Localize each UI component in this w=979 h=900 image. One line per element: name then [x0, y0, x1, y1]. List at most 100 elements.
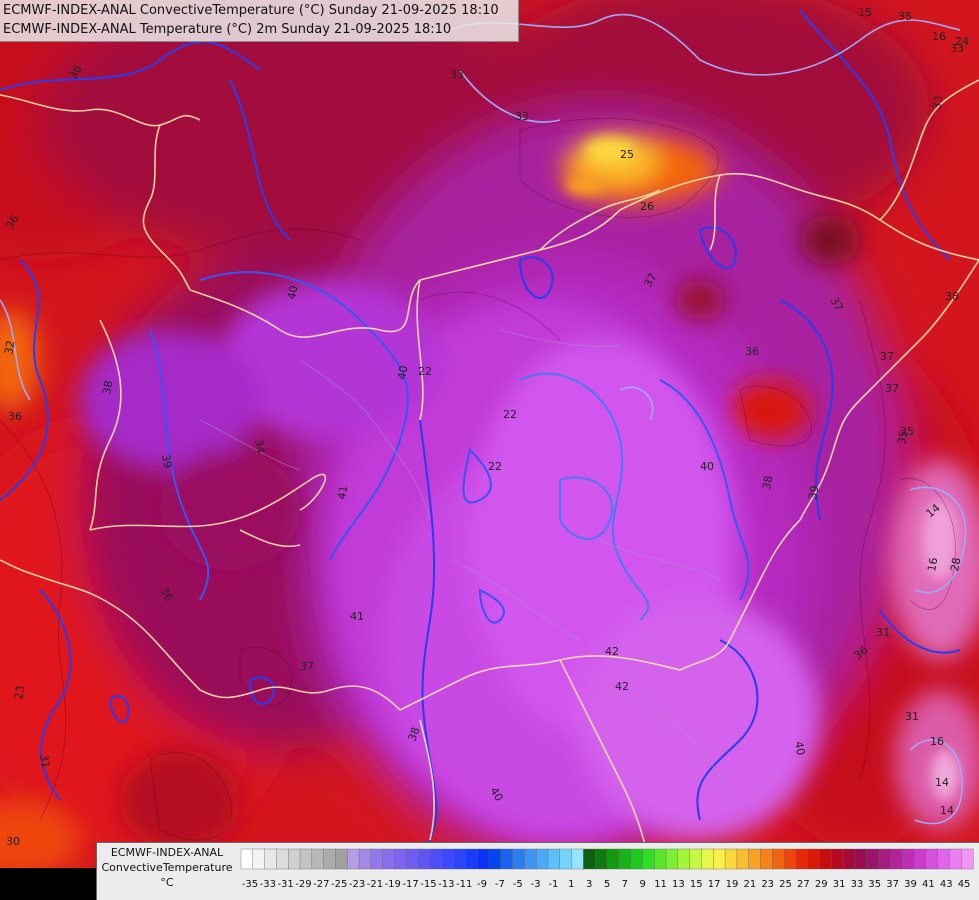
legend-swatch [901, 848, 915, 870]
contour-label: 36 [8, 410, 22, 423]
legend-swatch [594, 848, 608, 870]
contour-label: 41 [335, 484, 350, 500]
legend-tick-label: 5 [604, 879, 610, 890]
contour-label: 33 [930, 94, 945, 110]
legend-tick-label: -25 [331, 879, 347, 890]
contour-label: 25 [620, 148, 634, 161]
legend-swatch [252, 848, 266, 870]
legend-tick-label: -27 [313, 879, 329, 890]
contour-label: 15 [858, 6, 872, 19]
legend-tick-label: -15 [420, 879, 436, 890]
legend-tick-label: 33 [851, 879, 864, 890]
legend-tick-label: -31 [277, 879, 293, 890]
temperature-field [0, 0, 979, 880]
color-legend: ECMWF-INDEX-ANAL ConvectiveTemperature °… [96, 842, 979, 900]
contour-label: 30 [6, 835, 20, 848]
temperature-2m-contours [0, 9, 961, 861]
contour-label: 31 [876, 626, 890, 639]
contour-labels: 36 33 33 36 33 38 36 35 34 40 41 39 38 3… [2, 6, 969, 848]
contour-label: 24 [955, 35, 969, 48]
legend-swatch [925, 848, 939, 870]
contour-label: 36 [157, 585, 175, 604]
contour-label: 22 [488, 460, 502, 473]
contour-label: 14 [940, 804, 954, 817]
legend-tick-label: 11 [654, 879, 667, 890]
contour-label: 38 [406, 725, 423, 743]
contour-label: 36 [66, 63, 84, 82]
legend-swatch [417, 848, 431, 870]
legend-swatch [524, 848, 537, 870]
legend-swatch [783, 848, 797, 870]
contour-label: 22 [418, 365, 432, 378]
legend-swatch [347, 848, 360, 870]
title-line-convective: ECMWF-INDEX-ANAL ConvectiveTemperature (… [3, 3, 499, 18]
legend-swatch [772, 848, 785, 870]
legend-swatch [476, 848, 490, 870]
contour-label: 37 [885, 382, 899, 395]
legend-swatch [311, 848, 325, 870]
legend-swatch [949, 848, 962, 870]
legend-swatch [713, 848, 726, 870]
contour-label: 37 [300, 660, 314, 673]
contour-label: 42 [605, 645, 619, 658]
legend-swatch [854, 848, 868, 870]
contour-label: 33 [950, 42, 964, 55]
legend-swatch [960, 848, 974, 870]
legend-tick-label: -17 [402, 879, 418, 890]
legend-tick-label: 29 [815, 879, 828, 890]
legend-swatch [724, 848, 738, 870]
contour-label: 39 [159, 453, 174, 469]
legend-swatch [453, 848, 466, 870]
contour-label: 39 [806, 484, 821, 500]
legend-tick-label: 1 [568, 879, 574, 890]
legend-tick-label: 27 [797, 879, 810, 890]
contour-label: 16 [932, 30, 946, 43]
legend-tick-label: 37 [886, 879, 899, 890]
legend-tick-label: 13 [672, 879, 685, 890]
legend-swatch [394, 848, 407, 870]
legend-tick-label: -9 [477, 879, 487, 890]
legend-swatch [382, 848, 395, 870]
legend-tick-label: -1 [548, 879, 558, 890]
legend-tick-label: 9 [640, 879, 646, 890]
contour-label: 35 [895, 429, 910, 445]
contour-label: 37 [827, 295, 845, 314]
legend-swatch [500, 848, 514, 870]
contour-label: 38 [945, 290, 959, 303]
contour-label: 26 [640, 200, 654, 213]
legend-swatch [618, 848, 632, 870]
map-title-panel: ECMWF-INDEX-ANAL ConvectiveTemperature (… [0, 0, 519, 42]
legend-swatch [689, 848, 702, 870]
contour-label: 40 [487, 785, 505, 804]
legend-colorbar: -35 -33 -31 -29 -27 -25 -23 -21 -19 -17 -15 -13 -11-… [240, 848, 974, 890]
contour-label: 16 [930, 735, 944, 748]
legend-tick-label: -21 [367, 879, 383, 890]
legend-tick-label: -7 [495, 879, 505, 890]
legend-tick-label: 41 [922, 879, 935, 890]
contour-label: 28 [948, 556, 963, 572]
legend-swatch [370, 848, 384, 870]
legend-tick-label: 15 [690, 879, 703, 890]
contour-label: 38 [760, 474, 775, 490]
contour-label: 31 [37, 753, 52, 769]
legend-swatch [807, 848, 821, 870]
contour-label: 33 [450, 68, 464, 81]
legend-swatch [583, 848, 596, 870]
legend-ticks: -35 -33 -31 -29 -27 -25 -23 -21 -19 -17 -15 -13 -11-… [242, 879, 971, 890]
legend-title: ECMWF-INDEX-ANAL ConvectiveTemperature °… [97, 845, 237, 890]
legend-swatch [654, 848, 667, 870]
contour-label: 34 [252, 438, 267, 454]
legend-tick-label: -19 [385, 879, 401, 890]
legend-swatch [831, 848, 844, 870]
legend-swatch [512, 848, 525, 870]
legend-swatch [819, 848, 832, 870]
legend-swatch [937, 848, 950, 870]
legend-swatch [606, 848, 620, 870]
legend-swatch [288, 848, 301, 870]
legend-tick-label: 39 [904, 879, 917, 890]
legend-swatch [264, 848, 277, 870]
legend-swatch [795, 848, 809, 870]
legend-swatch [547, 848, 561, 870]
legend-swatch [866, 848, 880, 870]
